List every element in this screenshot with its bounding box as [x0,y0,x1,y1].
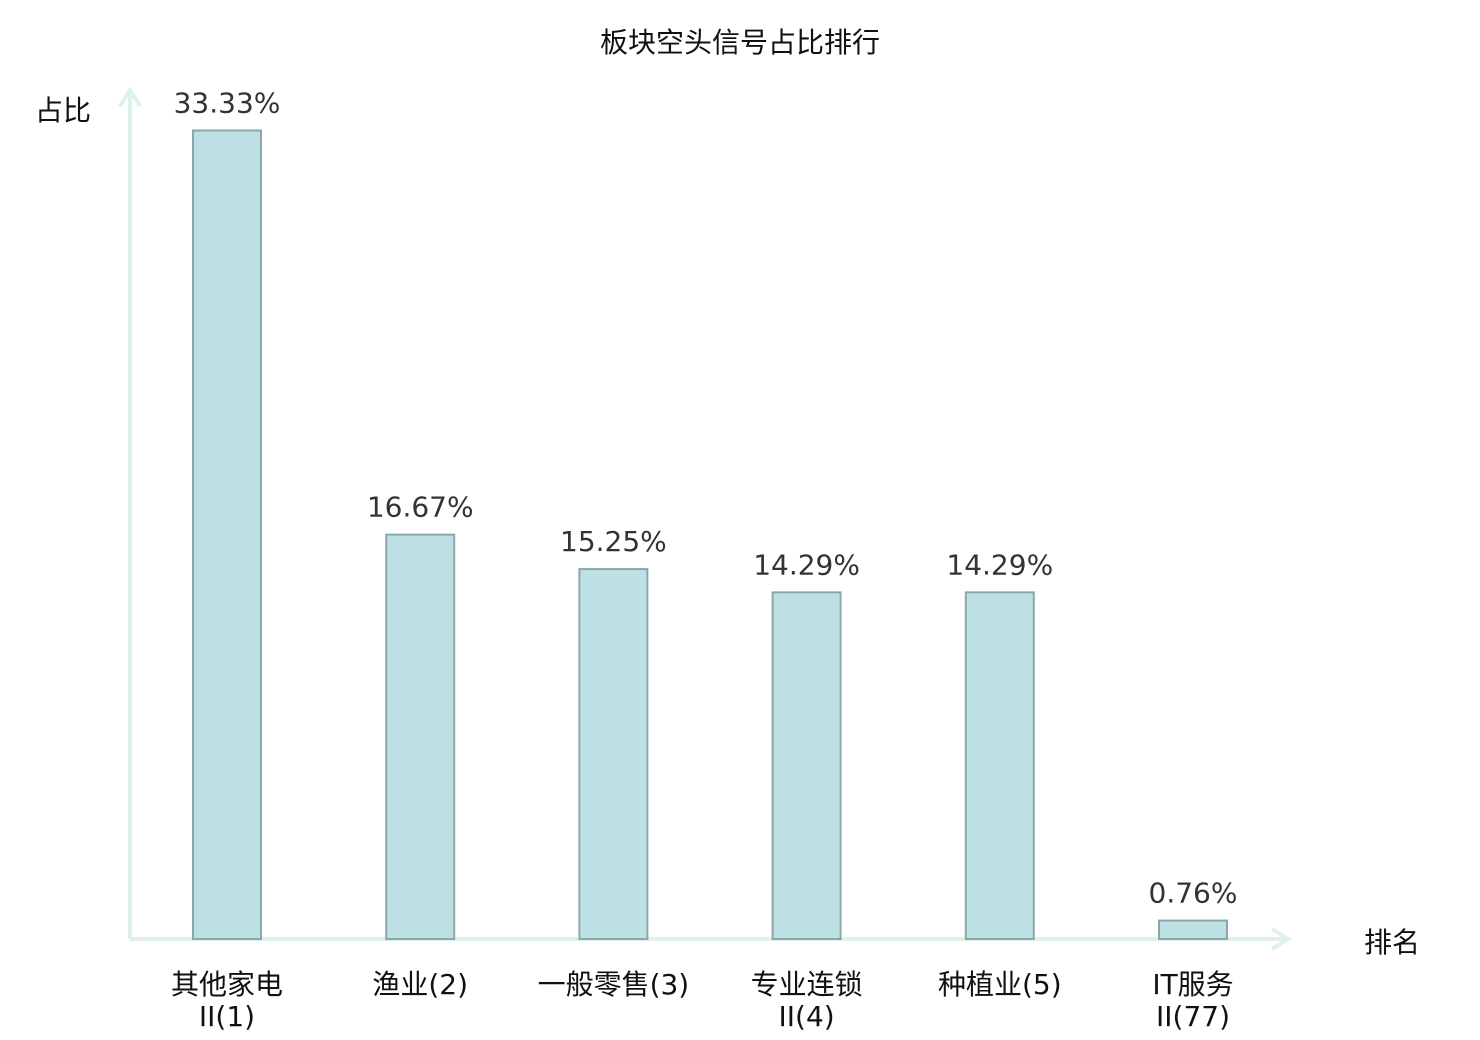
data-label: 33.33% [174,87,281,120]
x-axis-label: 排名 [1364,926,1420,959]
x-tick-label: II(77) [1156,1000,1230,1033]
bar [1158,919,1228,941]
x-tick-label: II(4) [779,1000,835,1033]
x-axis-arrow-icon [1270,927,1292,951]
y-axis-arrow-icon [118,86,142,108]
x-tick-label: 专业连锁 [751,968,863,1001]
bar [771,591,842,940]
x-tick-label: IT服务 [1152,968,1233,1001]
bar [385,533,456,940]
x-tick-label: 渔业(2) [372,968,468,1001]
data-label: 14.29% [753,548,860,581]
chart-title: 板块空头信号占比排行 [600,26,880,59]
bar [964,591,1035,940]
y-axis-label: 占比 [35,94,91,127]
data-label: 15.25% [560,525,667,558]
bar [578,568,649,940]
data-label: 0.76% [1149,877,1238,910]
data-label: 16.67% [367,491,474,524]
x-tick-label: 种植业(5) [938,968,1062,1001]
data-label: 14.29% [946,548,1053,581]
x-tick-label: 其他家电 [171,968,283,1001]
x-tick-label: 一般零售(3) [538,968,690,1001]
bar [192,129,262,941]
x-tick-label: II(1) [199,1000,255,1033]
